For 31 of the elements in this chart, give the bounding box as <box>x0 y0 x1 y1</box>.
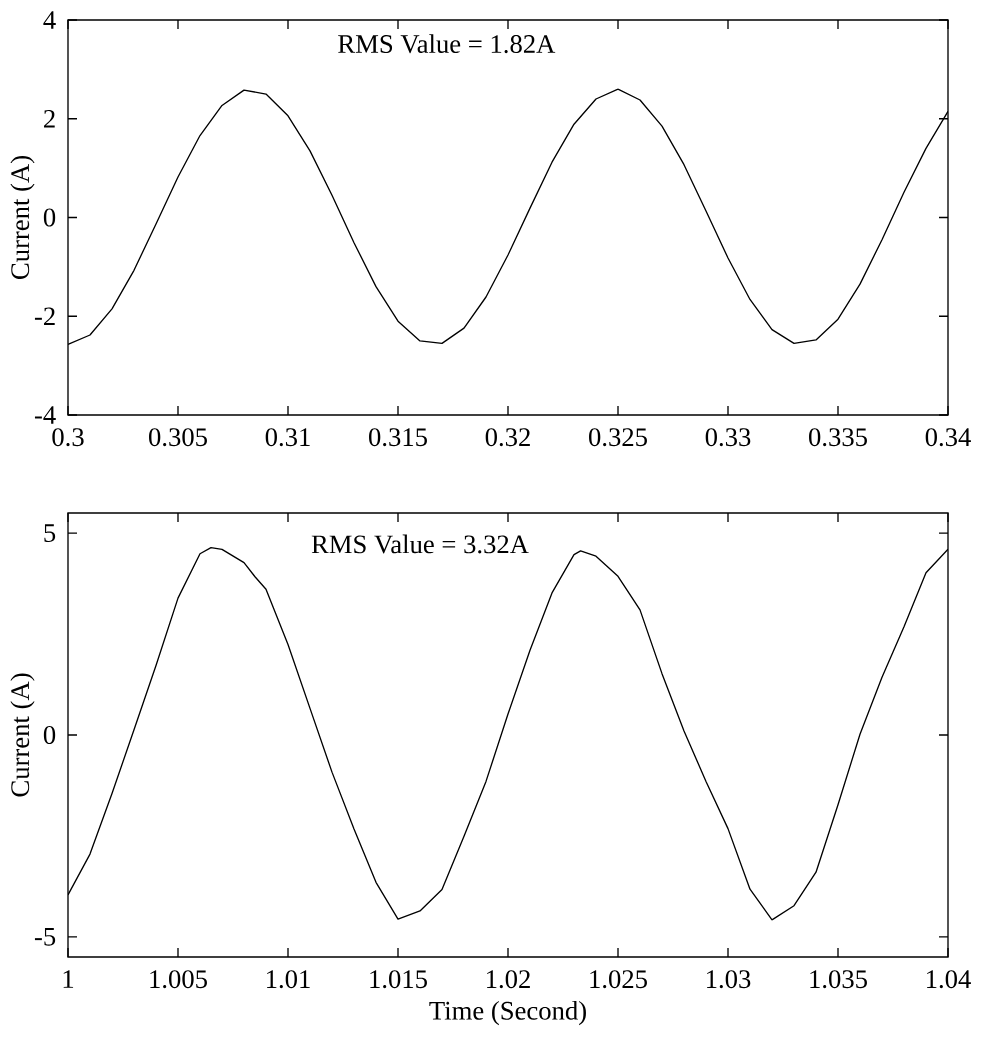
annotation: RMS Value = 1.82A <box>338 34 556 54</box>
x-tick-label: 0.325 <box>589 428 647 447</box>
y-tick-label: -4 <box>34 406 56 424</box>
x-tick-label: 0.32 <box>485 428 530 447</box>
x-tick-label: 1.015 <box>370 970 427 989</box>
x-tick-label: 1 <box>63 970 74 988</box>
x-tick-label: 1.025 <box>590 970 647 989</box>
x-tick-label: 0.315 <box>369 428 427 447</box>
annotation: RMS Value = 3.32A <box>311 534 529 554</box>
x-axis-title: Time (Second) <box>429 1000 586 1026</box>
x-tick-label: 0.33 <box>705 428 751 447</box>
y-tick-label: 4 <box>43 11 56 29</box>
x-tick-label: 1.02 <box>487 970 530 989</box>
x-tick-label: 1.04 <box>927 970 971 989</box>
x-tick-label: 0.335 <box>809 428 867 447</box>
x-tick-label: 0.34 <box>925 428 971 447</box>
y-tick-label: 0 <box>43 726 56 744</box>
y-tick-label: -5 <box>34 927 56 946</box>
x-tick-label: 0.3 <box>52 428 84 447</box>
y-axis-title: Current (A) <box>10 673 35 797</box>
x-tick-label: 1.01 <box>267 970 310 989</box>
x-tick-label: 1.005 <box>150 970 207 989</box>
y-tick-label: -2 <box>34 307 55 326</box>
y-tick-label: 2 <box>44 109 55 128</box>
y-axis-title: Current (A) <box>10 156 35 279</box>
x-tick-label: 1.035 <box>810 970 867 989</box>
x-tick-label: 1.03 <box>707 970 751 989</box>
y-tick-label: 0 <box>43 208 56 227</box>
x-tick-label: 0.305 <box>149 428 207 447</box>
y-tick-label: 5 <box>44 524 56 543</box>
x-tick-label: 0.31 <box>265 428 310 447</box>
